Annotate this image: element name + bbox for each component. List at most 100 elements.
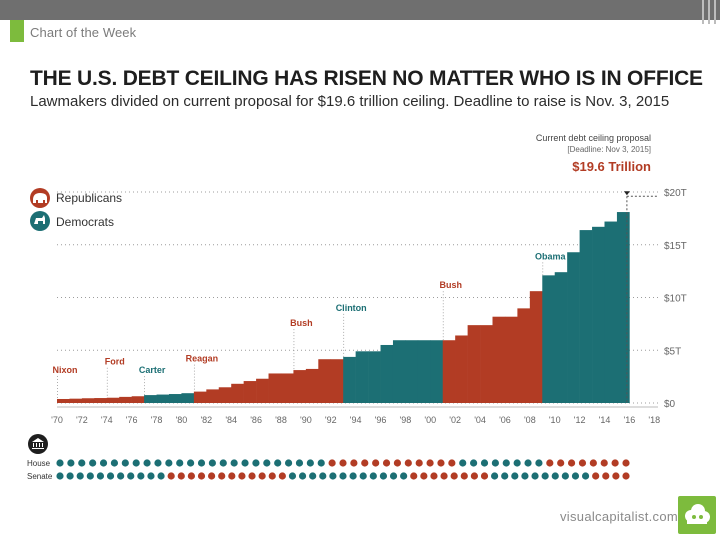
congress-dot (132, 459, 140, 467)
congress-dot (382, 459, 391, 467)
debt-ceiling-bar (144, 395, 157, 403)
congress-dot (197, 472, 206, 480)
congress-dot (241, 459, 249, 467)
congress-dot (551, 472, 559, 480)
congress-dot (611, 459, 619, 467)
congress-dot (541, 472, 549, 480)
debt-ceiling-bar (69, 398, 83, 403)
congress-dot (154, 459, 162, 467)
congress-dot (67, 459, 75, 467)
debt-ceiling-bar (343, 356, 356, 403)
congress-dot (56, 459, 64, 467)
debt-ceiling-bar (604, 221, 618, 403)
congress-dot (410, 472, 418, 480)
visual-capitalist-logo (678, 496, 716, 534)
congress-dot (480, 459, 489, 467)
debt-ceiling-bar (592, 226, 605, 403)
congress-dot (450, 472, 458, 480)
debt-ceiling-bar (504, 316, 518, 403)
debt-ceiling-bar (542, 275, 556, 403)
congress-dot (76, 472, 84, 480)
debt-ceiling-bar (131, 396, 145, 403)
x-tick-label: '74 (101, 415, 113, 425)
x-tick-label: '96 (375, 415, 387, 425)
debt-ceiling-bar (517, 308, 531, 403)
congress-dot (470, 472, 478, 480)
congress-dot (415, 459, 423, 467)
congress-dot (521, 472, 529, 480)
senate-row-label: Senate (27, 472, 53, 481)
debt-ceiling-chart: $0$5T$10T$15T$20T '70'72'74'76'78'80'82 '… (27, 133, 687, 481)
top-bar (0, 0, 720, 20)
debt-ceiling-bar (442, 340, 456, 403)
congress-dot (137, 472, 145, 480)
annotation-layer: Nixon Ford Carter Reagan Bush Clinton Bush Obam… (52, 251, 567, 399)
debt-ceiling-bar (268, 373, 282, 403)
congress-dot (511, 472, 519, 480)
x-tick-label: '84 (225, 415, 237, 425)
callout-layer: Current debt ceiling proposal [Deadline:… (536, 133, 651, 174)
congress-dot (78, 459, 86, 467)
congress-dot (426, 459, 434, 467)
congress-dot (230, 459, 238, 467)
congress-dot (306, 459, 314, 467)
x-tick-label: '88 (275, 415, 287, 425)
legend: Republicans Democrats (30, 188, 122, 231)
congress-dot (278, 472, 286, 480)
congress-dot (622, 459, 630, 467)
congress-dot (557, 459, 565, 467)
callout-title: Current debt ceiling proposal (536, 133, 651, 143)
debt-ceiling-bar (243, 381, 257, 403)
x-tick-label: '10 (549, 415, 561, 425)
congress-dot (309, 472, 317, 480)
debt-ceiling-bar (231, 383, 244, 403)
congress-dot (430, 472, 438, 480)
callout-note: [Deadline: Nov 3, 2015] (567, 145, 651, 154)
congress-dot (117, 472, 125, 480)
congress-dot (470, 459, 478, 467)
congress-dot (437, 459, 445, 467)
congress-dot (459, 459, 467, 467)
congress-dot (274, 459, 282, 467)
congress-dot (165, 459, 173, 467)
president-label: Bush (290, 318, 313, 328)
debt-ceiling-bar (280, 373, 294, 403)
congress-dot (440, 472, 448, 480)
debt-ceiling-bar (430, 340, 444, 403)
x-tick-label: '18 (648, 415, 660, 425)
congress-control-rows: House Senate (27, 434, 630, 481)
congress-dot (252, 459, 260, 467)
congress-dot (89, 459, 97, 467)
callout-value: $19.6 Trillion (572, 159, 651, 174)
x-tick-label: '04 (474, 415, 486, 425)
debt-ceiling-bar (480, 325, 493, 403)
congress-dot (339, 459, 347, 467)
congress-dot (127, 472, 135, 480)
congress-dot (592, 472, 600, 480)
debt-ceiling-bar (106, 397, 120, 403)
president-label: Carter (139, 365, 166, 375)
source-credit: visualcapitalist.com (560, 509, 678, 524)
debt-ceiling-bar (305, 368, 319, 403)
capitol-icon (28, 434, 48, 454)
debt-ceiling-bar (492, 316, 506, 403)
congress-dot (491, 472, 499, 480)
x-tick-label: '94 (350, 415, 362, 425)
x-tick-label: '14 (599, 415, 611, 425)
congress-dot (86, 472, 94, 480)
congress-dot (372, 459, 380, 467)
congress-dot (121, 459, 129, 467)
proposal-arrow-icon (623, 191, 630, 196)
congress-dot (110, 459, 119, 467)
debt-ceiling-bar (218, 387, 232, 403)
congress-dot (350, 459, 358, 467)
congress-dot (56, 472, 64, 480)
debt-ceiling-bar (417, 340, 431, 403)
debt-ceiling-bar (94, 398, 108, 403)
x-tick-label: '02 (449, 415, 461, 425)
congress-dot (581, 472, 590, 480)
congress-dot (546, 459, 554, 467)
congress-dot (284, 459, 293, 467)
congress-dot (460, 472, 468, 480)
chart-headline: THE U.S. DEBT CEILING HAS RISEN NO MATTE… (30, 67, 703, 90)
